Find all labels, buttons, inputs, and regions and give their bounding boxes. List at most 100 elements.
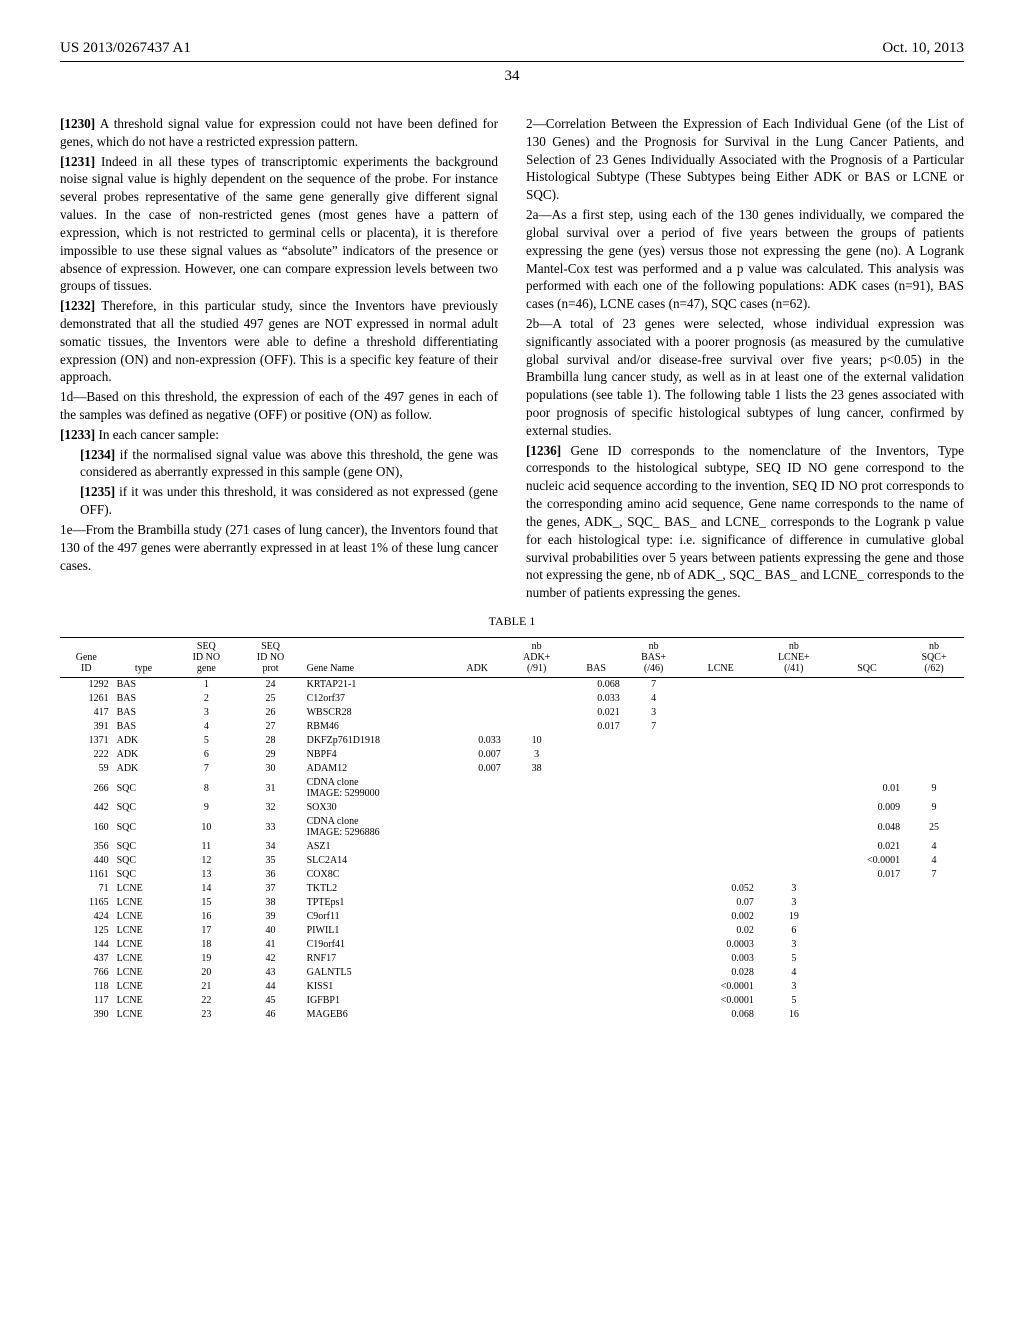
cell-nadk: 10 [505,734,569,748]
cell-nlcne: 3 [758,938,830,952]
cell-sqc [830,910,904,924]
cell-nsqc [904,1008,964,1022]
cell-seqg: 16 [174,910,238,924]
cell-nsqc [904,980,964,994]
paragraph-2a: 2a—As a first step, using each of the 13… [526,206,964,313]
para-ref: [1230] [60,116,95,131]
paragraph-1230: [1230] A threshold signal value for expr… [60,115,498,151]
cell-nlcne: 16 [758,1008,830,1022]
para-text: In each cancer sample: [98,427,218,442]
cell-sqc [830,896,904,910]
cell-gene-name: TKTL2 [303,882,450,896]
cell-nadk [505,882,569,896]
cell-nlcne [758,840,830,854]
cell-seqg: 13 [174,868,238,882]
cell-nbas [624,801,684,815]
cell-type: LCNE [113,952,175,966]
cell-nsqc [904,734,964,748]
cell-nbas [624,840,684,854]
cell-type: LCNE [113,896,175,910]
cell-gene-name: ASZ1 [303,840,450,854]
para-text: if the normalised signal value was above… [80,447,498,480]
cell-adk [450,868,505,882]
cell-seqp: 26 [238,706,302,720]
paragraph-1234: [1234] if the normalised signal value wa… [60,446,498,482]
cell-lcne: 0.028 [684,966,758,980]
cell-nadk: 38 [505,762,569,776]
cell-nlcne [758,748,830,762]
cell-seqp: 37 [238,882,302,896]
cell-gene-name: CDNA cloneIMAGE: 5299000 [303,776,450,801]
table-row: 118LCNE2144KISS1<0.00013 [60,980,964,994]
cell-seqp: 24 [238,677,302,692]
cell-nlcne: 5 [758,994,830,1008]
cell-sqc [830,994,904,1008]
cell-lcne [684,840,758,854]
cell-lcne: <0.0001 [684,980,758,994]
cell-nbas [624,980,684,994]
paragraph-1e: 1e—From the Brambilla study (271 cases o… [60,521,498,574]
cell-adk: 0.007 [450,762,505,776]
cell-bas [569,910,624,924]
cell-nbas [624,1008,684,1022]
paragraph-1235: [1235] if it was under this threshold, i… [60,483,498,519]
cell-nsqc [904,692,964,706]
table-row: 391BAS427RBM460.0177 [60,720,964,734]
cell-nadk: 3 [505,748,569,762]
cell-lcne [684,720,758,734]
cell-bas [569,896,624,910]
cell-adk [450,896,505,910]
table-row: 71LCNE1437TKTL20.0523 [60,882,964,896]
cell-nbas [624,854,684,868]
cell-nbas [624,938,684,952]
cell-type: ADK [113,748,175,762]
cell-seqg: 8 [174,776,238,801]
cell-sqc [830,720,904,734]
cell-lcne [684,734,758,748]
publication-number: US 2013/0267437 A1 [60,40,191,57]
cell-bas [569,1008,624,1022]
cell-nlcne: 6 [758,924,830,938]
para-ref: [1236] [526,443,561,458]
cell-nbas: 7 [624,677,684,692]
para-ref: [1232] [60,298,95,313]
cell-seqg: 7 [174,762,238,776]
col-seq-prot: SEQID NOprot [238,637,302,677]
cell-gene-id: 424 [60,910,113,924]
table-row: 266SQC831CDNA cloneIMAGE: 52990000.019 [60,776,964,801]
cell-gene-id: 356 [60,840,113,854]
table-1-container: TABLE 1 GeneID type SEQID NOgene SEQID N… [60,614,964,1022]
cell-gene-name: CDNA cloneIMAGE: 5296886 [303,815,450,840]
col-nadk: nbADK+(/91) [505,637,569,677]
cell-gene-name: RBM46 [303,720,450,734]
cell-adk [450,882,505,896]
cell-nsqc [904,938,964,952]
cell-seqp: 36 [238,868,302,882]
cell-nadk [505,952,569,966]
cell-nbas [624,910,684,924]
cell-gene-id: 59 [60,762,113,776]
cell-bas [569,734,624,748]
cell-gene-name: GALNTL5 [303,966,450,980]
cell-gene-name: ADAM12 [303,762,450,776]
cell-adk: 0.007 [450,748,505,762]
cell-type: LCNE [113,1008,175,1022]
cell-bas [569,762,624,776]
cell-seqg: 9 [174,801,238,815]
table-row: 766LCNE2043GALNTL50.0284 [60,966,964,980]
table-1: GeneID type SEQID NOgene SEQID NOprot Ge… [60,637,964,1022]
col-sqc: SQC [830,637,904,677]
cell-gene-name: SLC2A14 [303,854,450,868]
cell-sqc [830,882,904,896]
cell-seqp: 41 [238,938,302,952]
cell-lcne: 0.003 [684,952,758,966]
cell-gene-id: 437 [60,952,113,966]
paragraph-1d: 1d—Based on this threshold, the expressi… [60,388,498,424]
cell-adk [450,720,505,734]
para-text: 2a—As a first step, using each of the 13… [526,207,964,311]
cell-sqc [830,748,904,762]
cell-nadk [505,994,569,1008]
cell-seqg: 15 [174,896,238,910]
cell-sqc [830,980,904,994]
table-head: GeneID type SEQID NOgene SEQID NOprot Ge… [60,637,964,677]
